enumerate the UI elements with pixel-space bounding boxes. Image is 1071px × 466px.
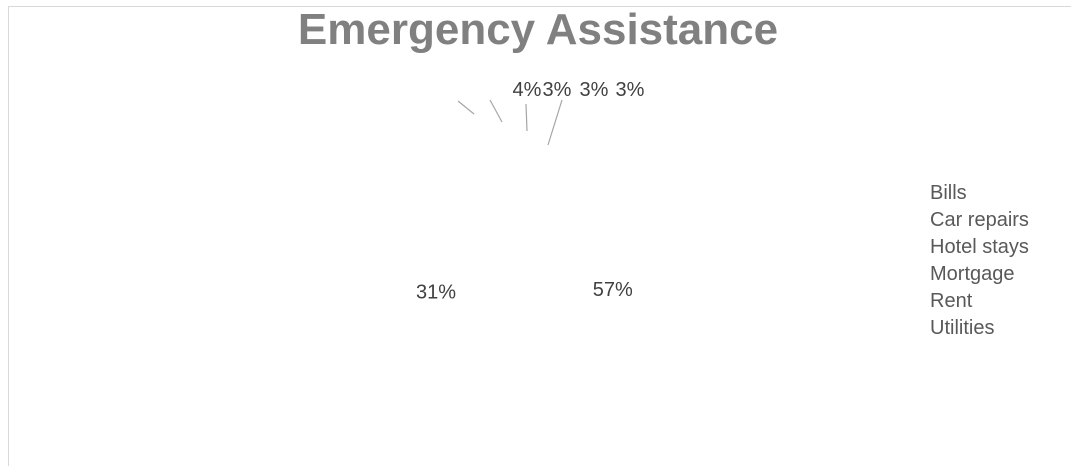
data-label-hotel-stays: 4% (513, 79, 542, 101)
leader-lines (457, 99, 563, 146)
data-label-car-repairs: 31% (416, 281, 456, 303)
legend-item-rent: Rent (930, 290, 973, 312)
chart-title: Emergency Assistance (297, 5, 779, 54)
data-labels: 57%31%4% 3% 3% 3% (416, 79, 645, 303)
leader-line-utilities (547, 99, 563, 146)
pie-chart: 57%31%4% 3% 3% 3% (416, 79, 645, 303)
data-label-bills: 57% (593, 279, 633, 301)
legend-item-car-repairs: Car repairs (930, 209, 1029, 231)
legend: Bills Car repairs Hotel stays Mortgage R… (930, 180, 1029, 342)
data-label-mortgage: 3% (543, 79, 572, 101)
data-label-utilities: 3% (616, 79, 645, 101)
leader-line-mortgage (489, 99, 503, 123)
legend-item-bills: Bills (930, 182, 967, 204)
leader-line-hotel-stays (457, 100, 475, 115)
leader-line-rent (525, 103, 528, 132)
legend-item-utilities: Utilities (930, 317, 995, 339)
chart-area (8, 6, 1071, 466)
data-label-rent: 3% (580, 79, 609, 101)
legend-item-mortgage: Mortgage (930, 263, 1015, 285)
legend-item-hotel-stays: Hotel stays (930, 236, 1029, 258)
